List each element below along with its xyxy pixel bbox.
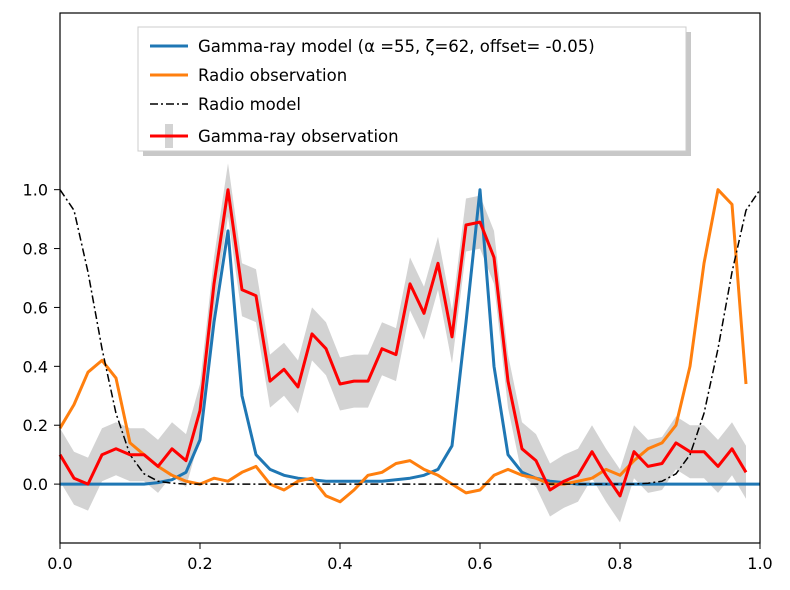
x-tick-label: 0.4 — [327, 554, 352, 573]
y-tick-label: 0.0 — [23, 475, 48, 494]
legend-label-gamma-model: Gamma-ray model (α =55, ζ=62, offset= -0… — [198, 37, 595, 56]
legend-label-radio-model: Radio model — [198, 95, 301, 114]
x-tick-label: 0.6 — [467, 554, 492, 573]
axis-ticks: 0.0 0.2 0.4 0.6 0.8 1.0 0.0 0.2 0.4 0.6 0.8 1.0 — [23, 181, 773, 573]
gamma-observation-error-band — [60, 163, 746, 523]
legend-box — [137, 26, 687, 152]
y-tick-label: 1.0 — [23, 181, 48, 200]
x-tick-label: 1.0 — [747, 554, 772, 573]
error-bands — [60, 163, 746, 523]
legend-label-radio-observation: Radio observation — [198, 66, 347, 85]
legend-label-gamma-observation: Gamma-ray observation — [198, 127, 399, 146]
y-tick-label: 0.2 — [23, 416, 48, 435]
gamma-observation-line — [58, 188, 748, 498]
x-tick-label: 0.2 — [187, 554, 212, 573]
x-tick-label: 0.8 — [607, 554, 632, 573]
legend: Gamma-ray model (α =55, ζ=62, offset= -0… — [137, 26, 691, 156]
y-tick-label: 0.4 — [23, 357, 48, 376]
x-tick-label: 0.0 — [47, 554, 72, 573]
radio-model-line — [59, 189, 761, 485]
series-lines — [58, 188, 761, 504]
y-tick-label: 0.8 — [23, 240, 48, 259]
plot-frame — [59, 12, 761, 544]
y-tick-label: 0.6 — [23, 298, 48, 317]
